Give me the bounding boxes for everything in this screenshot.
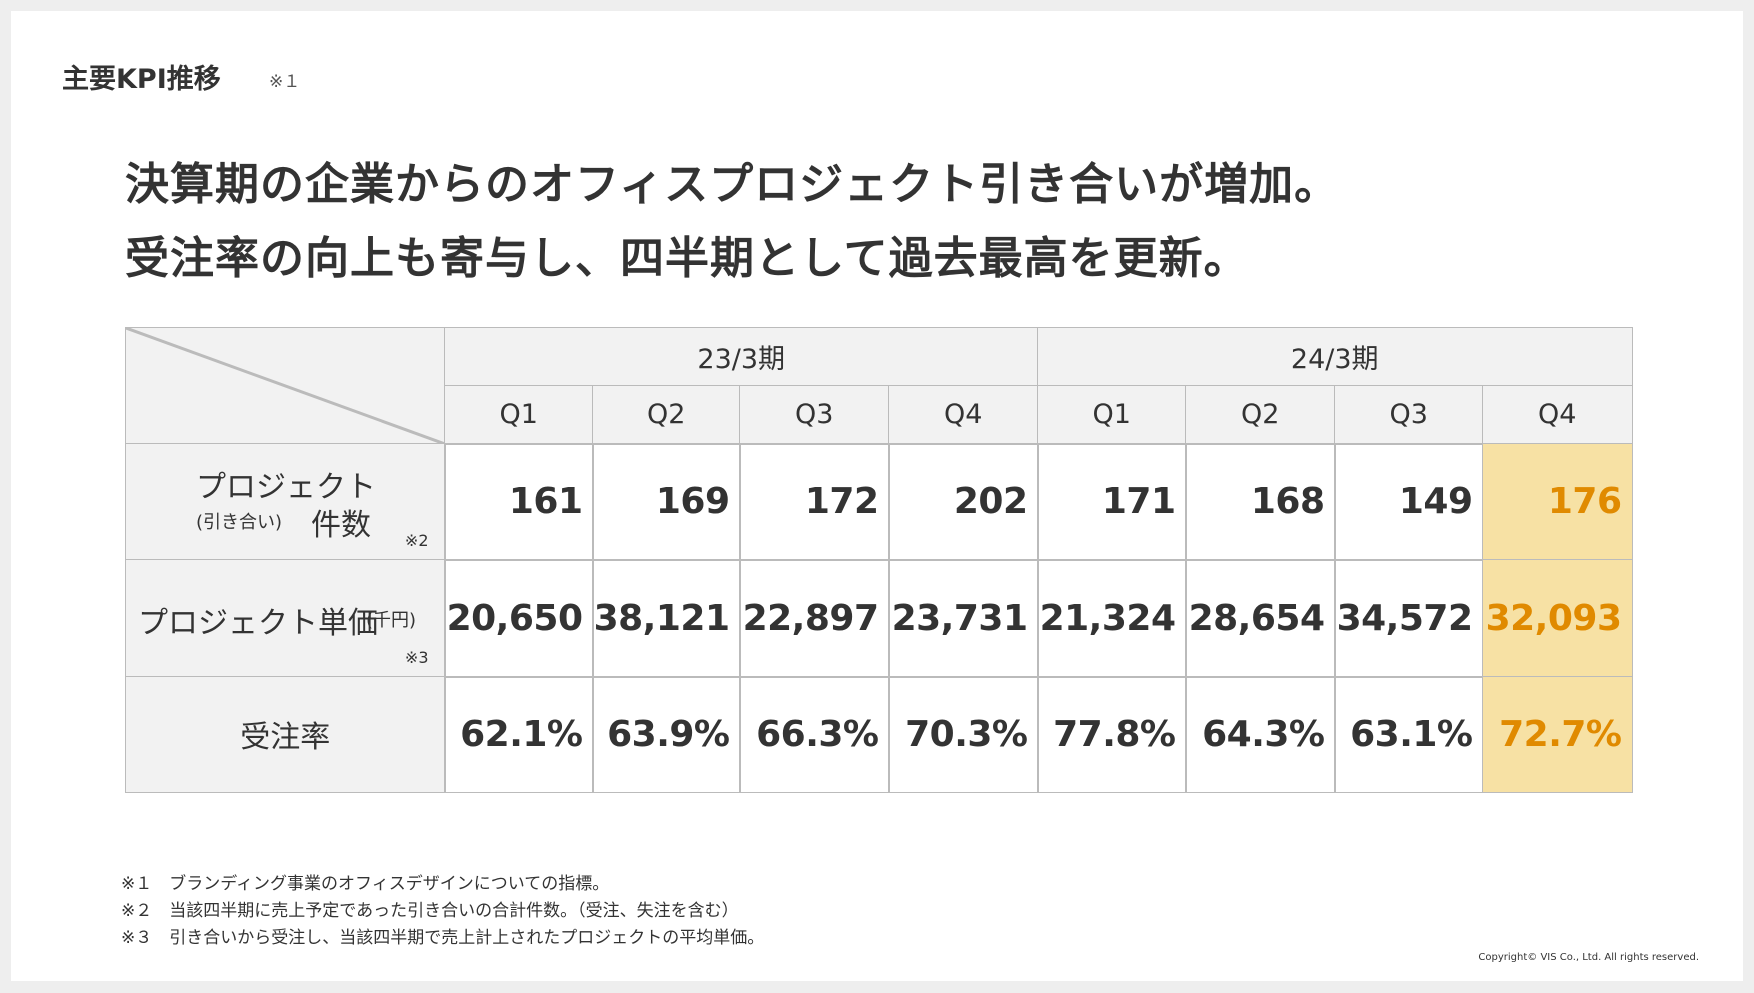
- title: 主要KPI推移: [62, 64, 221, 95]
- value-cell: 38,121: [592, 559, 741, 678]
- headline: 受注率の向上も寄与し、四半期として過去最高を更新。: [125, 233, 1249, 284]
- value-cell: 28,654: [1185, 559, 1336, 678]
- value-cell: 34,572: [1334, 559, 1484, 678]
- slide: 主要KPI推移 ※１ 決算期の企業からのオフィスプロジェクト引き合いが増加。 受…: [11, 11, 1743, 981]
- row-label: 件数: [311, 508, 371, 543]
- row-sublabel: (千円): [366, 610, 417, 631]
- row-label: プロジェクト単価: [138, 606, 378, 641]
- value-cell: 22,897: [739, 559, 890, 678]
- value-cell: 63.9%: [592, 676, 741, 793]
- value-cell: 202: [888, 443, 1039, 561]
- period-header: 23/3期: [444, 327, 1039, 387]
- title-note: ※１: [269, 72, 301, 92]
- value-cell: 149: [1334, 443, 1484, 561]
- value-cell: 32,093: [1482, 559, 1633, 678]
- row-label-cell: プロジェクト (引き合い) 件数 ※2: [125, 443, 446, 561]
- row-label-cell: プロジェクト単価 (千円) ※3: [125, 559, 446, 678]
- value-cell: 70.3%: [888, 676, 1039, 793]
- footnote: ※３ 引き合いから受注し、当該四半期で売上計上されたプロジェクトの平均単価。: [121, 928, 765, 948]
- value-cell: 171: [1037, 443, 1187, 561]
- row-label: プロジェクト: [196, 470, 376, 505]
- value-cell: 77.8%: [1037, 676, 1187, 793]
- footnotes: ※１ ブランディング事業のオフィスデザインについての指標。 ※２ 当該四半期に売…: [121, 871, 764, 952]
- row-label-cell: 受注率: [125, 676, 446, 793]
- value-cell: 21,324: [1037, 559, 1187, 678]
- value-cell: 169: [592, 443, 741, 561]
- value-cell: 72.7%: [1482, 676, 1633, 793]
- period-header: 24/3期: [1037, 327, 1633, 387]
- value-cell: 168: [1185, 443, 1336, 561]
- value-cell: 20,650: [444, 559, 594, 678]
- row-label: 受注率: [240, 720, 331, 756]
- quarter-header: Q1: [444, 385, 594, 445]
- value-cell: 64.3%: [1185, 676, 1336, 793]
- quarter-header: Q2: [592, 385, 741, 445]
- diagonal: [126, 328, 445, 444]
- value-cell: 62.1%: [444, 676, 594, 793]
- quarter-header: Q3: [1334, 385, 1484, 445]
- row-note: ※2: [404, 530, 429, 550]
- row-sublabel: (引き合い): [196, 512, 283, 533]
- headline: 決算期の企業からのオフィスプロジェクト引き合いが増加。: [125, 159, 1340, 210]
- quarter-header: Q4: [1482, 385, 1633, 445]
- row-note: ※3: [404, 647, 429, 667]
- quarter-header: Q2: [1185, 385, 1336, 445]
- quarter-header: Q3: [739, 385, 890, 445]
- value-cell: 63.1%: [1334, 676, 1484, 793]
- quarter-header: Q1: [1037, 385, 1187, 445]
- footnote: ※１ ブランディング事業のオフィスデザインについての指標。: [121, 874, 610, 894]
- value-cell: 172: [739, 443, 890, 561]
- value-cell: 176: [1482, 443, 1633, 561]
- copyright: Copyright© VIS Co., Ltd. All rights rese…: [1478, 952, 1699, 963]
- quarter-header: Q4: [888, 385, 1039, 445]
- value-cell: 66.3%: [739, 676, 890, 793]
- value-cell: 161: [444, 443, 594, 561]
- value-cell: 23,731: [888, 559, 1039, 678]
- footnote: ※２ 当該四半期に売上予定であった引き合いの合計件数。（受注、失注を含む）: [121, 901, 739, 921]
- corner-cell: [125, 327, 446, 445]
